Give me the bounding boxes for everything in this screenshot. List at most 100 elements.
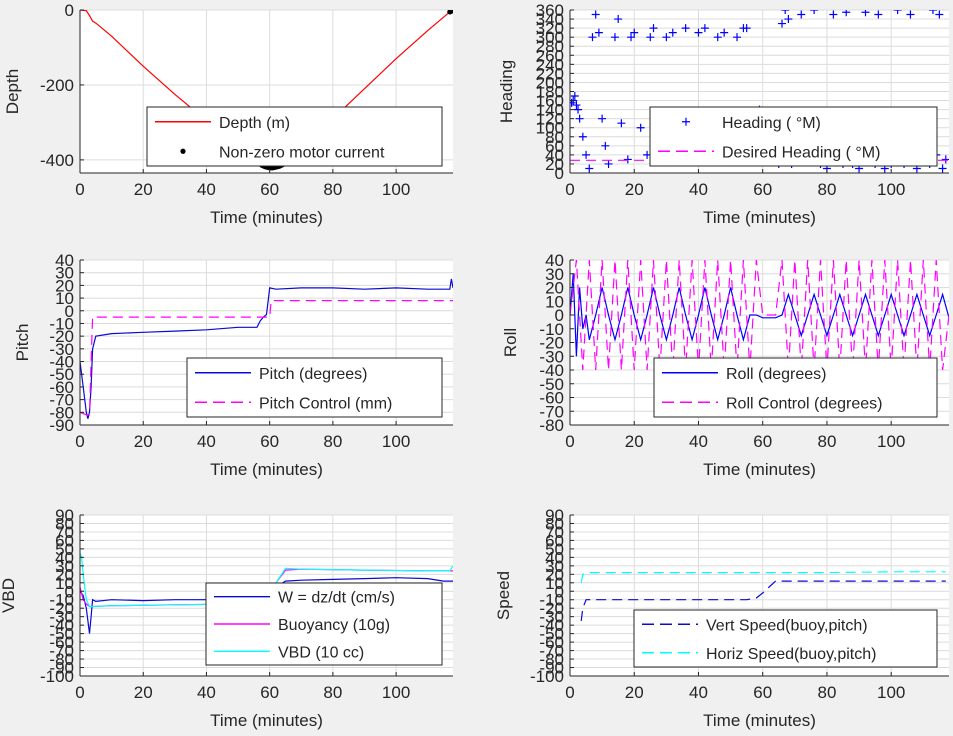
heading-ytick-label: 40 xyxy=(545,146,564,165)
roll-xlabel: Time (minutes) xyxy=(703,460,816,479)
heading-ytick-label: 80 xyxy=(545,128,564,147)
pitch-ytick-label: -40 xyxy=(49,353,74,372)
heading-series-1-point xyxy=(574,105,583,114)
heading-series-1-point xyxy=(598,114,607,123)
vbd-xtick-label: 60 xyxy=(260,683,279,702)
roll-ytick-label: -80 xyxy=(539,416,564,435)
depth-xlabel: Time (minutes) xyxy=(210,208,323,227)
roll-ytick-label: -30 xyxy=(539,347,564,366)
depth-ytick-label: -200 xyxy=(40,76,74,95)
heading-ytick-label: 120 xyxy=(536,110,564,129)
vbd-xtick-label: 80 xyxy=(323,683,342,702)
heading-series-1-point xyxy=(630,28,639,37)
vbd-ylabel: VBD xyxy=(0,578,18,613)
roll-series-group xyxy=(570,260,949,371)
depth-xtick-label: 80 xyxy=(323,180,342,199)
heading-series-1-point xyxy=(829,10,838,19)
roll-ylabel: Roll xyxy=(501,328,520,357)
roll-xtick-label: 40 xyxy=(689,432,708,451)
roll-xtick-label: 20 xyxy=(625,432,644,451)
vbd-ytick-label: -80 xyxy=(49,650,74,669)
heading-series-1-point xyxy=(700,24,709,33)
vbd-xtick-label: 0 xyxy=(75,683,84,702)
heading-xlabel: Time (minutes) xyxy=(703,208,816,227)
speed-ytick-label: -80 xyxy=(539,650,564,669)
pitch-legend-box xyxy=(186,357,443,418)
roll-legend-entry: Roll Control (degrees) xyxy=(726,395,883,412)
speed-ytick-label: -10 xyxy=(539,591,564,610)
pitch-ytick-label: 10 xyxy=(55,289,74,308)
depth-ytick-label: 0 xyxy=(65,1,74,20)
speed-xtick-label: 100 xyxy=(877,683,905,702)
roll-ytick-label: 30 xyxy=(545,265,564,284)
depth-xtick-label: 0 xyxy=(75,180,84,199)
heading-series-1-point xyxy=(720,28,729,37)
depth-series-2-point xyxy=(448,10,453,14)
pitch-xtick-label: 80 xyxy=(323,432,342,451)
heading-series-1-point xyxy=(938,164,947,173)
heading-series-1-point xyxy=(623,155,632,164)
speed-ytick-label: 10 xyxy=(545,574,564,593)
heading-series-1-point xyxy=(713,33,722,42)
speed-ylabel: Speed xyxy=(494,571,513,620)
heading-series-1-point xyxy=(893,10,902,14)
heading-series-1-point xyxy=(928,10,937,14)
pitch-xtick-label: 60 xyxy=(260,432,279,451)
vbd-ytick-label: 40 xyxy=(55,548,74,567)
heading-xtick-label: 0 xyxy=(565,180,574,199)
heading-ytick-label: 360 xyxy=(536,1,564,20)
speed-ytick-label: -70 xyxy=(539,642,564,661)
pitch-ytick-label: -70 xyxy=(49,391,74,410)
vbd-panel: 0 20 40 60 80 100-100-90-80-70-60-50-40-30-20… xyxy=(0,506,453,730)
pitch-xtick-label: 40 xyxy=(197,432,216,451)
speed-ytick-label: 0 xyxy=(555,582,564,601)
heading-series-1-point xyxy=(842,10,851,17)
heading-series-1-point xyxy=(636,123,645,132)
heading-series-1-point xyxy=(570,92,579,101)
heading-series-1-point xyxy=(604,159,613,168)
roll-series-2-line xyxy=(570,260,949,371)
roll-xtick-label: 0 xyxy=(565,432,574,451)
vbd-ytick-label: -90 xyxy=(49,659,74,678)
heading-series-1-point xyxy=(742,24,751,33)
vbd-legend-entry: W = dz/dt (cm/s) xyxy=(278,590,395,607)
vbd-ytick-label: -100 xyxy=(40,667,74,686)
heading-ytick-label: 300 xyxy=(536,28,564,47)
vbd-ytick-label: 80 xyxy=(55,514,74,533)
heading-legend-box xyxy=(649,106,938,167)
heading-series-1-point xyxy=(662,33,671,42)
vbd-ytick-label: 30 xyxy=(55,557,74,576)
heading-ytick-label: 200 xyxy=(536,73,564,92)
heading-series-1-point xyxy=(610,33,619,42)
pitch-legend: Pitch (degrees) Pitch Control (mm) xyxy=(186,357,443,418)
speed-xtick-label: 40 xyxy=(689,683,708,702)
heading-ytick-label: 220 xyxy=(536,64,564,83)
speed-ytick-label: 20 xyxy=(545,565,564,584)
pitch-xlabel: Time (minutes) xyxy=(210,460,323,479)
heading-ylabel: Heading xyxy=(497,60,516,123)
depth-legend-entry: Non-zero motor current xyxy=(219,144,385,161)
vbd-xtick-label: 100 xyxy=(382,683,410,702)
pitch-ytick-label: -30 xyxy=(49,340,74,359)
vbd-xlabel: Time (minutes) xyxy=(210,711,323,730)
heading-series-1-point xyxy=(575,114,584,123)
heading-series-1-point xyxy=(601,141,610,150)
pitch-ytick-label: -60 xyxy=(49,378,74,397)
heading-ytick-label: 180 xyxy=(536,83,564,102)
pitch-ytick-label: -90 xyxy=(49,416,74,435)
heading-series-1-point xyxy=(594,28,603,37)
speed-ytick-label: 70 xyxy=(545,523,564,542)
speed-ytick-label: -20 xyxy=(539,599,564,618)
heading-series-1-point xyxy=(694,28,703,37)
depth-xtick-label: 20 xyxy=(134,180,153,199)
roll-xtick-label: 100 xyxy=(877,432,905,451)
pitch-ylabel: Pitch xyxy=(13,324,32,362)
heading-series-1-point xyxy=(646,33,655,42)
depth-ylabel: Depth xyxy=(3,69,22,114)
roll-xtick-label: 60 xyxy=(753,432,772,451)
roll-ytick-label: -20 xyxy=(539,334,564,353)
heading-series-1-point xyxy=(572,101,581,110)
heading-series-1-point xyxy=(861,10,870,17)
